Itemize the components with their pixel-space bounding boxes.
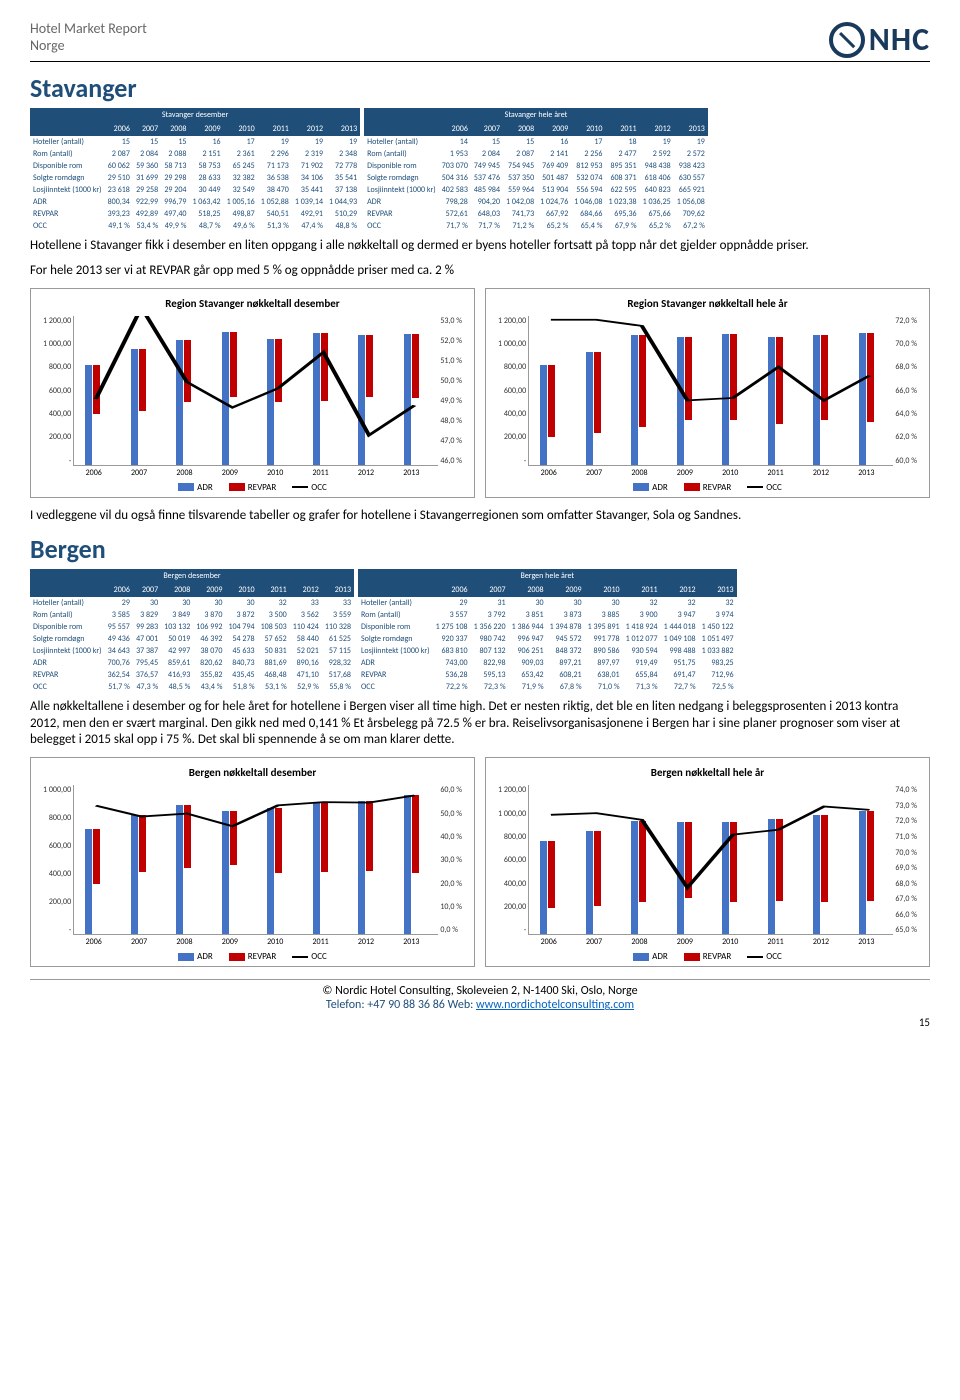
bergen-table-year: Bergen hele året200620072008200920102011… xyxy=(358,569,737,693)
bergen-table-dec: Bergen desember2006200720082009201020112… xyxy=(30,569,354,693)
stavanger-chart-year: Region Stavanger nøkkeltall hele år1 200… xyxy=(485,288,930,498)
footer-tel: Telefon: +47 90 88 36 86 Web: xyxy=(326,998,476,1012)
bergen-chart-dec: Bergen nøkkeltall desember1 000,00800,00… xyxy=(30,757,475,967)
stavanger-table-dec: Stavanger desember2006200720082009201020… xyxy=(30,108,360,232)
page-number: 15 xyxy=(30,1016,930,1029)
footer: © Nordic Hotel Consulting, Skoleveien 2,… xyxy=(30,979,930,1012)
bergen-chart-year: Bergen nøkkeltall hele år1 200,001 000,0… xyxy=(485,757,930,967)
stavanger-chart-dec: Region Stavanger nøkkeltall desember1 20… xyxy=(30,288,475,498)
stavanger-charts: Region Stavanger nøkkeltall desember1 20… xyxy=(30,288,930,498)
logo-text: NHC xyxy=(869,20,930,59)
stavanger-para3: I vedleggene vil du også finne tilsvaren… xyxy=(30,508,930,525)
bergen-title: Bergen xyxy=(30,533,930,565)
report-subtitle: Norge xyxy=(30,37,147,54)
header-text: Hotel Market Report Norge xyxy=(30,20,147,54)
stavanger-table-year: Stavanger hele året200620072008200920102… xyxy=(364,108,708,232)
bergen-tables: Bergen desember2006200720082009201020112… xyxy=(30,569,930,693)
stavanger-para1: Hotellene i Stavanger fikk i desember en… xyxy=(30,238,930,255)
footer-addr: © Nordic Hotel Consulting, Skoleveien 2,… xyxy=(30,984,930,998)
footer-link[interactable]: www.nordichotelconsulting.com xyxy=(476,998,634,1012)
bergen-para1: Alle nøkkeltallene i desember og for hel… xyxy=(30,699,930,750)
report-title: Hotel Market Report xyxy=(30,20,147,37)
stavanger-title: Stavanger xyxy=(30,72,930,104)
page-header: Hotel Market Report Norge NHC xyxy=(30,20,930,62)
stavanger-tables: Stavanger desember2006200720082009201020… xyxy=(30,108,930,232)
logo-icon xyxy=(829,22,865,58)
footer-contact: Telefon: +47 90 88 36 86 Web: www.nordic… xyxy=(30,998,930,1012)
logo: NHC xyxy=(829,20,930,59)
stavanger-para2: For hele 2013 ser vi at REVPAR går opp m… xyxy=(30,263,930,280)
bergen-charts: Bergen nøkkeltall desember1 000,00800,00… xyxy=(30,757,930,967)
